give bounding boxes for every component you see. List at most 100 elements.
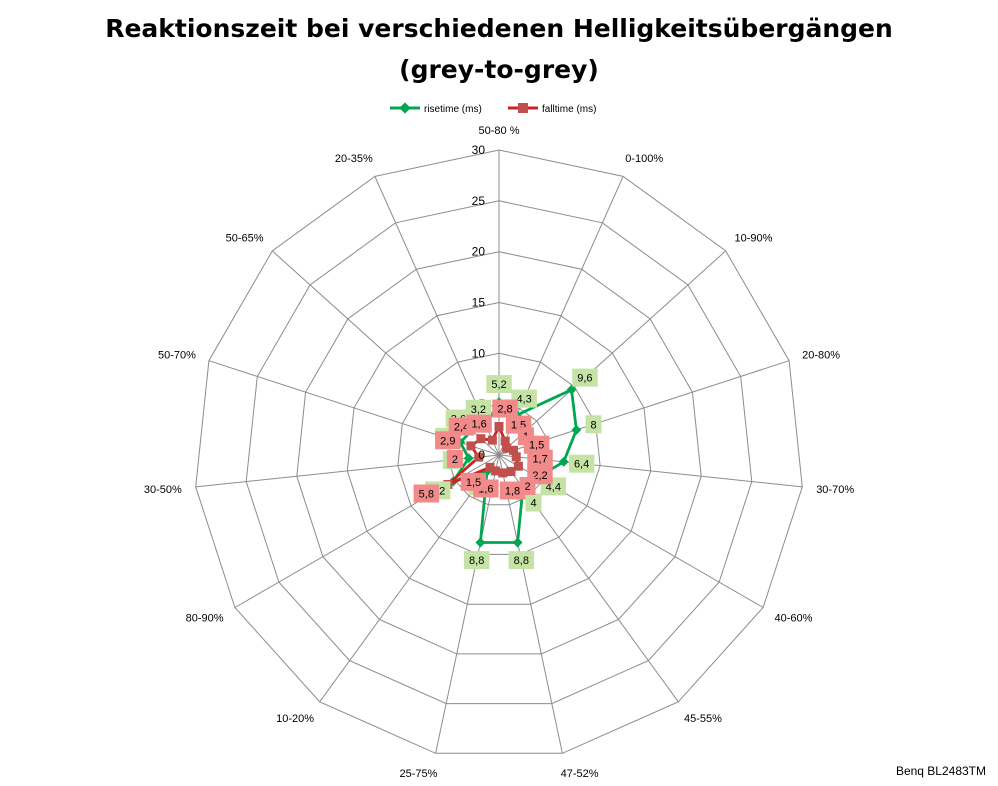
data-label-text-1-4: 1,7 (532, 454, 547, 466)
data-label-text-0-0: 5,2 (491, 379, 506, 391)
category-label-13: 50-65% (226, 233, 264, 245)
data-label-text-1-14: 1,6 (471, 419, 486, 431)
data-label-1-14: 1,6 (466, 414, 492, 433)
category-label-5: 40-60% (775, 613, 813, 625)
data-label-text-1-10: 5,8 (419, 489, 434, 501)
grid-spoke-7 (498, 454, 563, 754)
series-0-point-8 (475, 537, 486, 548)
data-label-text-1-12: 2,9 (440, 435, 455, 447)
radial-tick-4: 20 (472, 245, 486, 259)
data-label-0-2: 9,6 (572, 368, 598, 387)
series-1-point-5 (513, 461, 523, 471)
series-0-point-7 (512, 537, 523, 548)
legend-risetime-label: risetime (ms) (424, 104, 482, 115)
data-label-0-3: 8 (585, 415, 602, 434)
legend-falltime-label: falltime (ms) (542, 104, 596, 115)
series-layer (443, 384, 582, 548)
data-label-0-4: 6,4 (568, 454, 595, 473)
grid-ring-5 (245, 200, 753, 705)
series-line-0 (449, 387, 578, 544)
data-label-bg-1-7 (499, 481, 526, 500)
series-0-point-11 (463, 453, 474, 464)
series-1-point-14 (487, 435, 497, 445)
data-label-bg-1-4 (527, 449, 553, 468)
series-1-point-11 (474, 452, 484, 462)
data-label-0-7: 8,8 (508, 551, 535, 570)
grid-spoke-2 (498, 250, 727, 456)
data-label-0-6: 4 (525, 493, 542, 512)
grid-ring-2 (397, 352, 601, 555)
series-1-point-7 (498, 468, 508, 478)
data-label-bg-1-9 (460, 472, 487, 491)
legend-item-risetime: risetime (ms) (390, 102, 482, 115)
data-label-1-3: 1,5 (523, 435, 550, 454)
data-label-1-11: 2 (446, 450, 463, 468)
data-label-bg-0-8 (463, 551, 490, 570)
data-label-text-1-0: 2,8 (497, 404, 512, 416)
category-label-11: 30-50% (144, 484, 182, 496)
data-label-0-14: 3,2 (465, 399, 492, 418)
grid-ring-6 (195, 149, 803, 754)
grid-ring-3 (346, 301, 652, 605)
data-label-text-1-13: 2,4 (454, 422, 469, 434)
brand-annotation: Benq BL2483TM (896, 764, 986, 778)
data-label-bg-0-6 (525, 493, 542, 512)
data-label-bg-1-12 (435, 431, 461, 450)
data-label-bg-0-7 (508, 551, 535, 570)
data-label-1-9: 1,5 (460, 472, 487, 491)
data-label-text-1-5: 2,2 (532, 470, 547, 482)
data-label-0-8: 8,8 (463, 551, 490, 570)
data-labels: 5,24,39,686,44,448,88,825,2343,63,22,81,… (413, 368, 602, 570)
series-1-point-2 (502, 443, 512, 453)
category-labels: 50-80 % 0-100% 10-90% 20-80% 30-70% 40-60% 45-… (144, 125, 854, 780)
grid-ring-4 (296, 251, 702, 655)
data-label-bg-0-14 (465, 399, 492, 418)
series-0-point-4 (558, 456, 569, 467)
data-label-text-0-2: 9,6 (577, 373, 592, 385)
series-1-point-6 (506, 467, 516, 476)
chart-title-line2: (grey-to-grey) (399, 55, 599, 84)
series-0-point-2 (566, 384, 577, 395)
data-label-1-4: 1,7 (527, 449, 553, 468)
chart-title-line1: Reaktionszeit bei verschiedenen Helligke… (105, 14, 893, 43)
data-label-text-1-9: 1,5 (466, 477, 481, 489)
category-label-10: 80-90% (186, 613, 224, 625)
data-label-text-0-8: 8,8 (469, 555, 484, 567)
legend-falltime-marker (518, 103, 528, 113)
category-label-9: 10-20% (276, 713, 314, 725)
radial-tick-2: 10 (472, 346, 486, 360)
series-0-point-3 (571, 424, 582, 435)
category-label-4: 30-70% (816, 484, 854, 496)
legend: risetime (ms) falltime (ms) (390, 102, 596, 115)
data-label-text-0-4: 6,4 (574, 459, 589, 471)
data-label-text-1-7: 1,8 (505, 486, 520, 498)
category-label-7: 47-52% (561, 768, 599, 780)
grid-spoke-8 (435, 454, 500, 754)
data-label-bg-0-2 (572, 368, 598, 387)
data-label-text-0-3: 8 (590, 419, 596, 431)
radial-tick-0: 0 (478, 448, 485, 462)
series-1-point-9 (485, 462, 495, 472)
radar-grid (195, 149, 803, 754)
series-1-point-1 (500, 436, 510, 446)
data-label-bg-0-0 (486, 375, 512, 394)
data-label-1-0: 2,8 (492, 399, 518, 418)
series-1-point-12 (466, 441, 476, 451)
category-label-0: 50-80 % (479, 125, 520, 137)
data-label-bg-1-11 (446, 450, 463, 468)
data-label-text-0-6: 4 (530, 498, 536, 510)
category-label-14: 20-35% (335, 153, 373, 165)
category-label-3: 20-80% (802, 350, 840, 362)
data-label-text-1-6: 2 (524, 481, 530, 493)
data-label-bg-0-4 (568, 454, 595, 473)
legend-risetime-marker (399, 102, 411, 114)
data-label-bg-1-3 (523, 435, 550, 454)
category-label-12: 50-70% (158, 350, 196, 362)
series-1-point-13 (476, 434, 486, 444)
data-label-bg-1-0 (492, 399, 518, 418)
data-label-text-0-5: 4,4 (546, 481, 561, 493)
series-1-point-3 (509, 445, 518, 455)
category-label-2: 10-90% (735, 233, 773, 245)
radial-tick-3: 15 (472, 296, 486, 310)
